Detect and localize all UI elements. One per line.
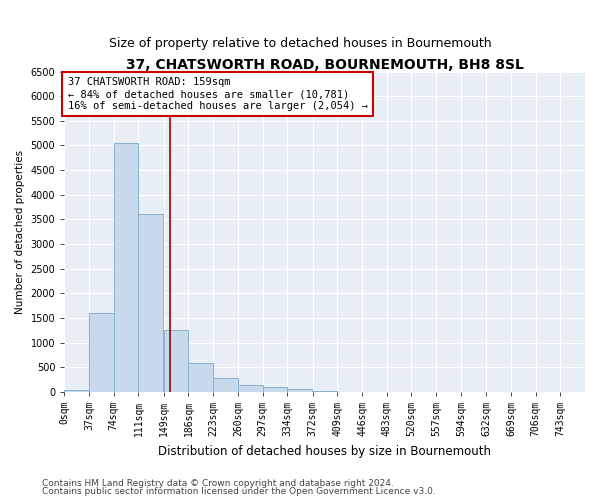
Bar bbox=[287, 390, 312, 392]
Y-axis label: Number of detached properties: Number of detached properties bbox=[15, 150, 25, 314]
Bar bbox=[64, 390, 89, 392]
Bar bbox=[89, 313, 114, 392]
Bar bbox=[238, 386, 263, 392]
Bar bbox=[213, 378, 238, 392]
Text: 37 CHATSWORTH ROAD: 159sqm
← 84% of detached houses are smaller (10,781)
16% of : 37 CHATSWORTH ROAD: 159sqm ← 84% of deta… bbox=[68, 78, 368, 110]
Bar bbox=[263, 388, 287, 392]
Bar bbox=[188, 364, 213, 392]
Bar bbox=[164, 330, 188, 392]
Text: Size of property relative to detached houses in Bournemouth: Size of property relative to detached ho… bbox=[109, 38, 491, 51]
Bar bbox=[114, 143, 139, 392]
X-axis label: Distribution of detached houses by size in Bournemouth: Distribution of detached houses by size … bbox=[158, 444, 491, 458]
Text: Contains public sector information licensed under the Open Government Licence v3: Contains public sector information licen… bbox=[42, 487, 436, 496]
Title: 37, CHATSWORTH ROAD, BOURNEMOUTH, BH8 8SL: 37, CHATSWORTH ROAD, BOURNEMOUTH, BH8 8S… bbox=[126, 58, 524, 71]
Bar bbox=[139, 214, 163, 392]
Bar bbox=[313, 390, 337, 392]
Text: Contains HM Land Registry data © Crown copyright and database right 2024.: Contains HM Land Registry data © Crown c… bbox=[42, 478, 394, 488]
